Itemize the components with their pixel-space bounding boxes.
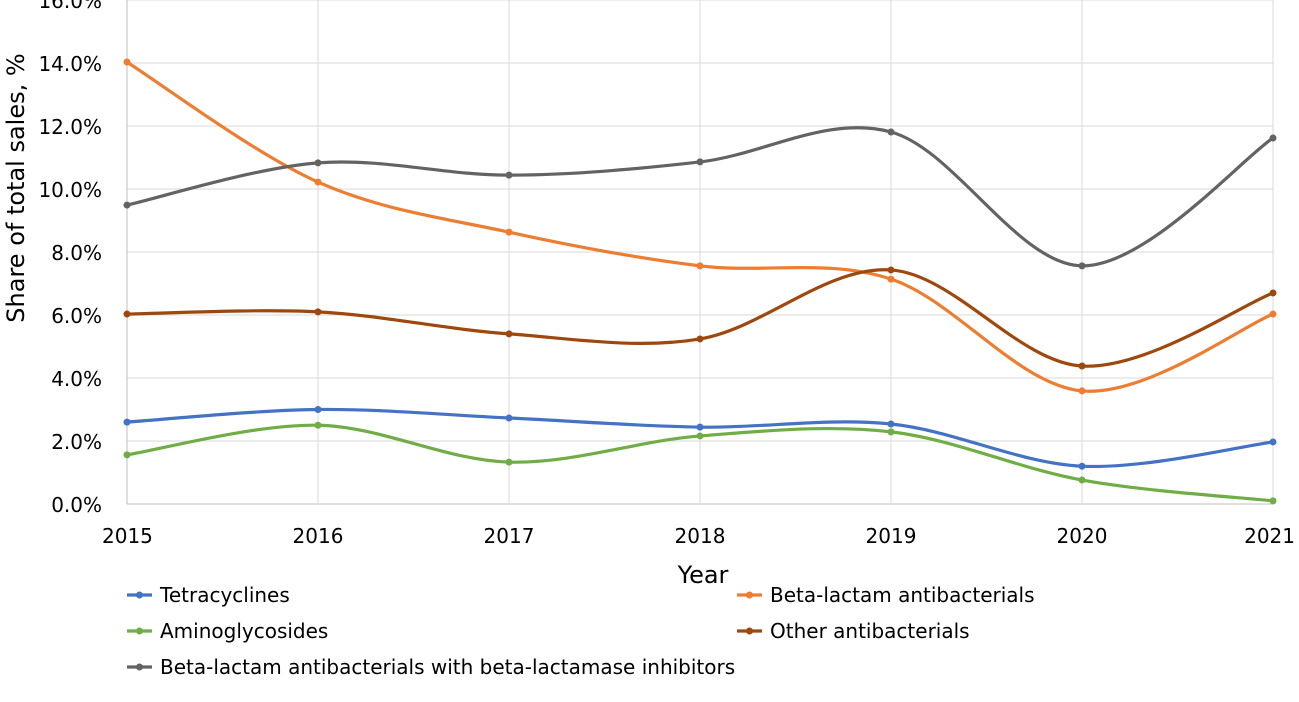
- legend-item: Beta-lactam antibacterials: [737, 583, 1035, 607]
- data-point: [505, 171, 513, 179]
- x-tick-label: 2019: [866, 524, 917, 548]
- x-tick-label: 2017: [484, 524, 535, 548]
- legend-marker: [136, 591, 143, 599]
- y-axis-ticks: 0.0% 2.0% 4.0% 6.0% 8.0% 10.0% 12.0% 14.0% 16.0%: [38, 0, 102, 517]
- data-point: [314, 308, 322, 316]
- y-tick-label: 0.0%: [51, 493, 102, 517]
- legend-label: Tetracyclines: [159, 583, 290, 607]
- legend: Tetracyclines Beta-lactam antibacterials A…: [127, 583, 1035, 679]
- data-point: [1078, 476, 1086, 484]
- data-point: [314, 406, 322, 413]
- data-point: [314, 421, 322, 429]
- x-tick-label: 2015: [102, 524, 153, 548]
- y-tick-label: 16.0%: [38, 0, 102, 13]
- y-tick-label: 2.0%: [51, 430, 102, 454]
- legend-marker: [136, 627, 143, 635]
- legend-label: Other antibacterials: [770, 619, 970, 643]
- legend-item: Tetracyclines: [127, 583, 290, 607]
- y-tick-label: 4.0%: [51, 367, 102, 391]
- data-point: [123, 201, 131, 209]
- y-tick-label: 6.0%: [51, 304, 102, 328]
- data-point: [1269, 289, 1277, 297]
- x-axis-label: Year: [677, 561, 729, 589]
- legend-label: Aminoglycosides: [160, 619, 328, 643]
- y-tick-label: 8.0%: [51, 241, 102, 265]
- x-tick-label: 2018: [675, 524, 726, 548]
- data-point: [696, 335, 704, 343]
- data-point: [1078, 387, 1086, 395]
- data-point: [1078, 262, 1086, 270]
- data-point: [887, 275, 895, 283]
- legend-item: Beta-lactam antibacterials with beta-lac…: [127, 655, 735, 679]
- y-axis-label: Share of total sales, %: [2, 53, 30, 322]
- data-point: [887, 128, 895, 136]
- x-tick-label: 2016: [293, 524, 344, 548]
- data-point: [696, 423, 704, 431]
- y-tick-label: 12.0%: [38, 115, 102, 139]
- data-point: [696, 262, 704, 270]
- legend-label: Beta-lactam antibacterials with beta-lac…: [160, 655, 735, 679]
- data-point: [314, 159, 322, 167]
- data-point: [1078, 362, 1086, 370]
- data-point: [505, 414, 513, 422]
- data-point: [1269, 438, 1277, 446]
- legend-item: Aminoglycosides: [127, 619, 328, 643]
- x-axis-ticks: 2015 2016 2017 2018 2019 2020 2021: [102, 524, 1295, 548]
- data-point: [1269, 497, 1277, 505]
- data-point: [887, 428, 895, 436]
- gridlines: [126, 0, 1274, 505]
- legend-marker: [136, 663, 143, 671]
- data-point: [505, 330, 513, 338]
- data-point: [505, 228, 513, 236]
- data-point: [123, 310, 131, 318]
- data-point: [1269, 134, 1277, 142]
- data-point: [887, 420, 895, 428]
- x-tick-label: 2021: [1244, 524, 1295, 548]
- data-point: [887, 266, 895, 274]
- legend-marker: [746, 591, 753, 599]
- data-point: [1078, 462, 1086, 470]
- y-tick-label: 10.0%: [38, 178, 102, 202]
- y-tick-label: 14.0%: [38, 52, 102, 76]
- x-tick-label: 2020: [1057, 524, 1108, 548]
- data-point: [314, 178, 322, 186]
- legend-marker: [746, 627, 753, 635]
- data-point: [123, 418, 131, 426]
- legend-label: Beta-lactam antibacterials: [770, 583, 1035, 607]
- legend-item: Other antibacterials: [737, 619, 970, 643]
- data-point: [696, 158, 704, 166]
- data-point: [123, 58, 131, 66]
- data-point: [1269, 310, 1277, 318]
- data-point: [505, 458, 513, 466]
- data-point: [123, 451, 131, 459]
- data-point: [696, 432, 704, 440]
- series-lines: [123, 58, 1277, 505]
